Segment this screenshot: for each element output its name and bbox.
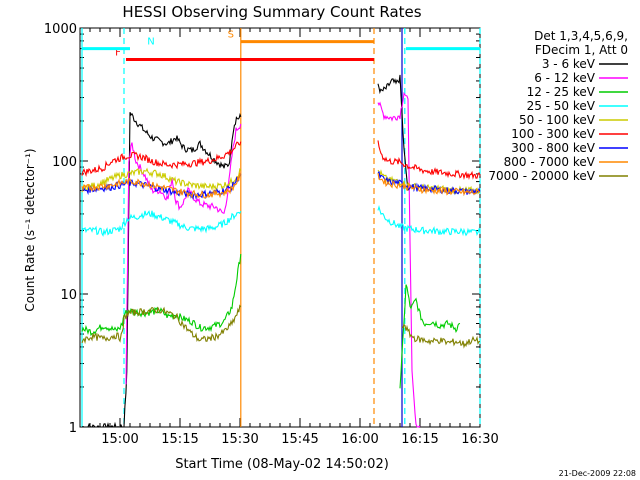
legend-label: 100 - 300 keV	[511, 127, 595, 141]
y-tick-label: 1000	[44, 22, 77, 37]
legend-label: 3 - 6 keV	[542, 57, 596, 71]
x-tick-label: 15:15	[161, 432, 198, 447]
y-tick-label: 100	[52, 155, 77, 170]
series-line	[81, 112, 242, 428]
x-tick-label: 15:00	[101, 432, 138, 447]
series-line	[377, 91, 421, 428]
x-tick-label: 16:00	[341, 432, 378, 447]
y-axis-label: Count Rate (s⁻¹ detector⁻¹)	[23, 148, 37, 311]
y-tick-label: 10	[60, 288, 77, 303]
series-line	[377, 204, 481, 237]
legend-label: 300 - 800 keV	[511, 141, 595, 155]
flag-label: F	[115, 47, 121, 58]
series-line	[377, 172, 481, 197]
series-line	[377, 140, 481, 180]
legend-label: 800 - 7000 keV	[504, 155, 596, 169]
series-line	[81, 141, 242, 177]
x-tick-label: 15:30	[221, 432, 258, 447]
series-line	[81, 210, 242, 237]
series-line	[81, 253, 242, 337]
series-line	[81, 304, 242, 345]
timestamp: 21-Dec-2009 22:08	[559, 469, 636, 478]
flag-label: N	[147, 37, 154, 48]
chart-title: HESSI Observing Summary Count Rates	[122, 3, 421, 21]
y-tick-label: 1	[69, 421, 77, 436]
legend-header: Det 1,3,4,5,6,9,	[534, 29, 628, 43]
legend-label: 50 - 100 keV	[519, 113, 596, 127]
series-line	[377, 74, 409, 191]
series-line	[399, 284, 461, 389]
series-line	[125, 123, 242, 385]
series-line	[81, 167, 242, 193]
legend: Det 1,3,4,5,6,9,FDecim 1, Att 03 - 6 keV…	[488, 29, 628, 183]
legend-label: 12 - 25 keV	[527, 85, 596, 99]
legend-label: 7000 - 20000 keV	[488, 169, 595, 183]
flag-label: S	[228, 30, 234, 41]
x-tick-label: 15:45	[281, 432, 318, 447]
x-tick-label: 16:30	[461, 432, 498, 447]
legend-label: 6 - 12 keV	[534, 71, 596, 85]
plot-area: 1 10 100 1000 15:00 15:15 15:30 15:45 16:00 16:15…	[44, 22, 499, 447]
x-tick-label: 16:15	[401, 432, 438, 447]
series-line	[401, 323, 481, 349]
x-axis-label: Start Time (08-May-02 14:50:02)	[175, 457, 389, 472]
series-line	[81, 172, 242, 199]
legend-label: 25 - 50 keV	[527, 99, 596, 113]
legend-header: FDecim 1, Att 0	[535, 43, 628, 57]
plot-frame	[79, 27, 481, 428]
